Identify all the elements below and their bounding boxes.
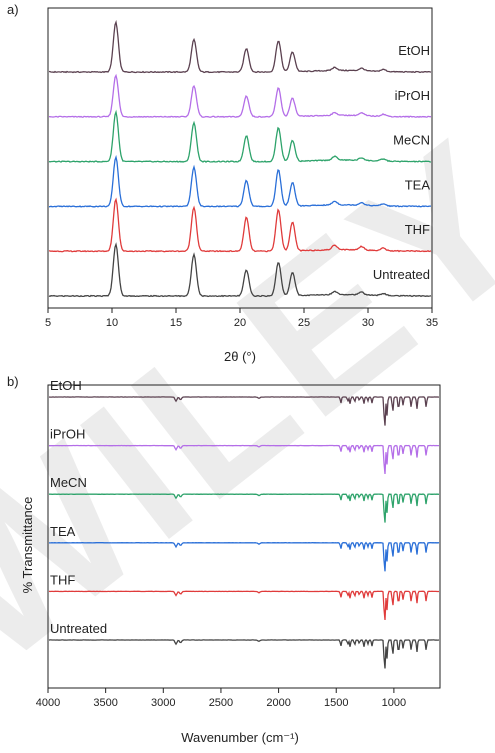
ftir-series-line bbox=[49, 444, 439, 475]
ftir-series-line bbox=[48, 639, 440, 669]
xrd-series-label: Untreated bbox=[373, 267, 430, 282]
ftir-series-label: THF bbox=[50, 572, 75, 587]
xrd-series-line bbox=[48, 109, 432, 163]
ftir-x-tick-label: 3500 bbox=[93, 697, 117, 709]
xrd-x-tick-label: 15 bbox=[170, 317, 182, 329]
ftir-plot: 4000 3500 3000 2500 2000 1500 1000 EtOH iPrOH MeC… bbox=[36, 378, 441, 709]
xrd-series-line bbox=[49, 197, 432, 253]
ftir-x-axis-title: Wavenumber (cm⁻¹) bbox=[181, 730, 299, 745]
ftir-x-tick-label: 2500 bbox=[209, 697, 233, 709]
xrd-series-line bbox=[48, 19, 432, 74]
xrd-x-tick-label: 20 bbox=[234, 317, 246, 329]
xrd-series-label: THF bbox=[405, 222, 430, 237]
ftir-x-tick-label: 1500 bbox=[324, 697, 348, 709]
panel-a-label: a) bbox=[7, 2, 19, 17]
xrd-series-line bbox=[48, 73, 431, 119]
ftir-series-line bbox=[48, 396, 440, 426]
ftir-x-tick-label: 1000 bbox=[382, 697, 406, 709]
ftir-series-label: MeCN bbox=[50, 475, 87, 490]
xrd-x-tick-label: 25 bbox=[298, 317, 310, 329]
ftir-series-line bbox=[48, 493, 440, 523]
xrd-series-line bbox=[48, 242, 432, 298]
xrd-series-line bbox=[49, 154, 431, 208]
ftir-x-tick-label: 3000 bbox=[151, 697, 175, 709]
xrd-x-tick-label: 5 bbox=[45, 317, 51, 329]
ftir-series-line bbox=[48, 590, 439, 621]
xrd-x-tick-label: 35 bbox=[426, 317, 438, 329]
ftir-series-label: Untreated bbox=[50, 621, 107, 636]
xrd-x-tick-label: 10 bbox=[106, 317, 118, 329]
ftir-x-tick-label: 2000 bbox=[266, 697, 290, 709]
ftir-series-line bbox=[49, 541, 440, 572]
xrd-x-tick-label: 30 bbox=[362, 317, 374, 329]
ftir-x-tick-label: 4000 bbox=[36, 697, 60, 709]
xrd-plot: 5 10 15 20 25 30 35 EtOH iPrOH MeCN TEA THF Untreate… bbox=[45, 7, 438, 329]
xrd-series-label: iPrOH bbox=[395, 88, 430, 103]
ftir-series-label: EtOH bbox=[50, 378, 82, 393]
xrd-series-label: EtOH bbox=[398, 43, 430, 58]
ftir-plot-frame bbox=[47, 384, 441, 689]
xrd-series-label: MeCN bbox=[393, 133, 430, 148]
ftir-y-axis-title: % Transmittance bbox=[20, 497, 35, 594]
ftir-series-label: TEA bbox=[50, 524, 76, 539]
xrd-x-axis-title: 2θ (°) bbox=[224, 349, 256, 364]
xrd-series-label: TEA bbox=[405, 177, 431, 192]
panel-b-label: b) bbox=[7, 374, 19, 389]
ftir-series-label: iPrOH bbox=[50, 427, 85, 442]
